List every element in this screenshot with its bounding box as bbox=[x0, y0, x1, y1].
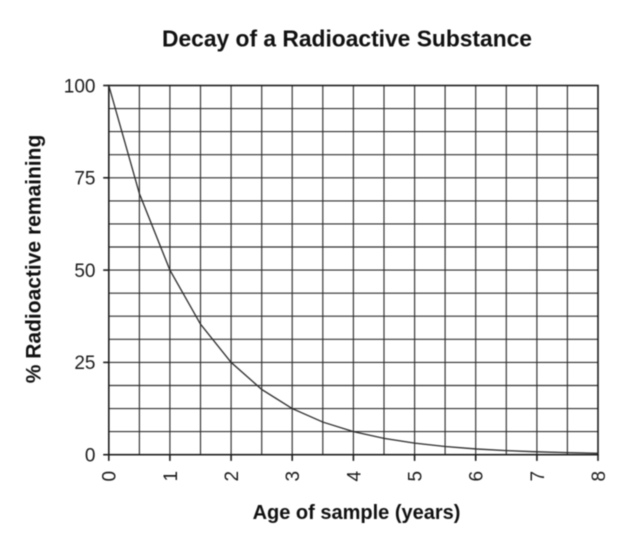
svg-text:100: 100 bbox=[64, 76, 96, 97]
svg-text:25: 25 bbox=[74, 353, 95, 374]
svg-text:% Radioactive remaining: % Radioactive remaining bbox=[23, 135, 46, 384]
svg-text:7: 7 bbox=[528, 471, 549, 482]
svg-text:0: 0 bbox=[85, 446, 96, 467]
svg-text:50: 50 bbox=[74, 261, 95, 282]
svg-text:1: 1 bbox=[161, 471, 182, 482]
svg-text:2: 2 bbox=[222, 471, 243, 482]
svg-text:4: 4 bbox=[344, 470, 365, 481]
svg-text:Decay of a Radioactive Substan: Decay of a Radioactive Substance bbox=[162, 26, 532, 52]
svg-text:0: 0 bbox=[100, 471, 121, 482]
svg-text:5: 5 bbox=[405, 471, 426, 482]
svg-text:3: 3 bbox=[283, 471, 304, 482]
svg-text:8: 8 bbox=[589, 471, 610, 482]
svg-text:75: 75 bbox=[74, 169, 95, 190]
svg-text:6: 6 bbox=[467, 471, 488, 482]
svg-text:Age of sample (years): Age of sample (years) bbox=[253, 502, 461, 524]
